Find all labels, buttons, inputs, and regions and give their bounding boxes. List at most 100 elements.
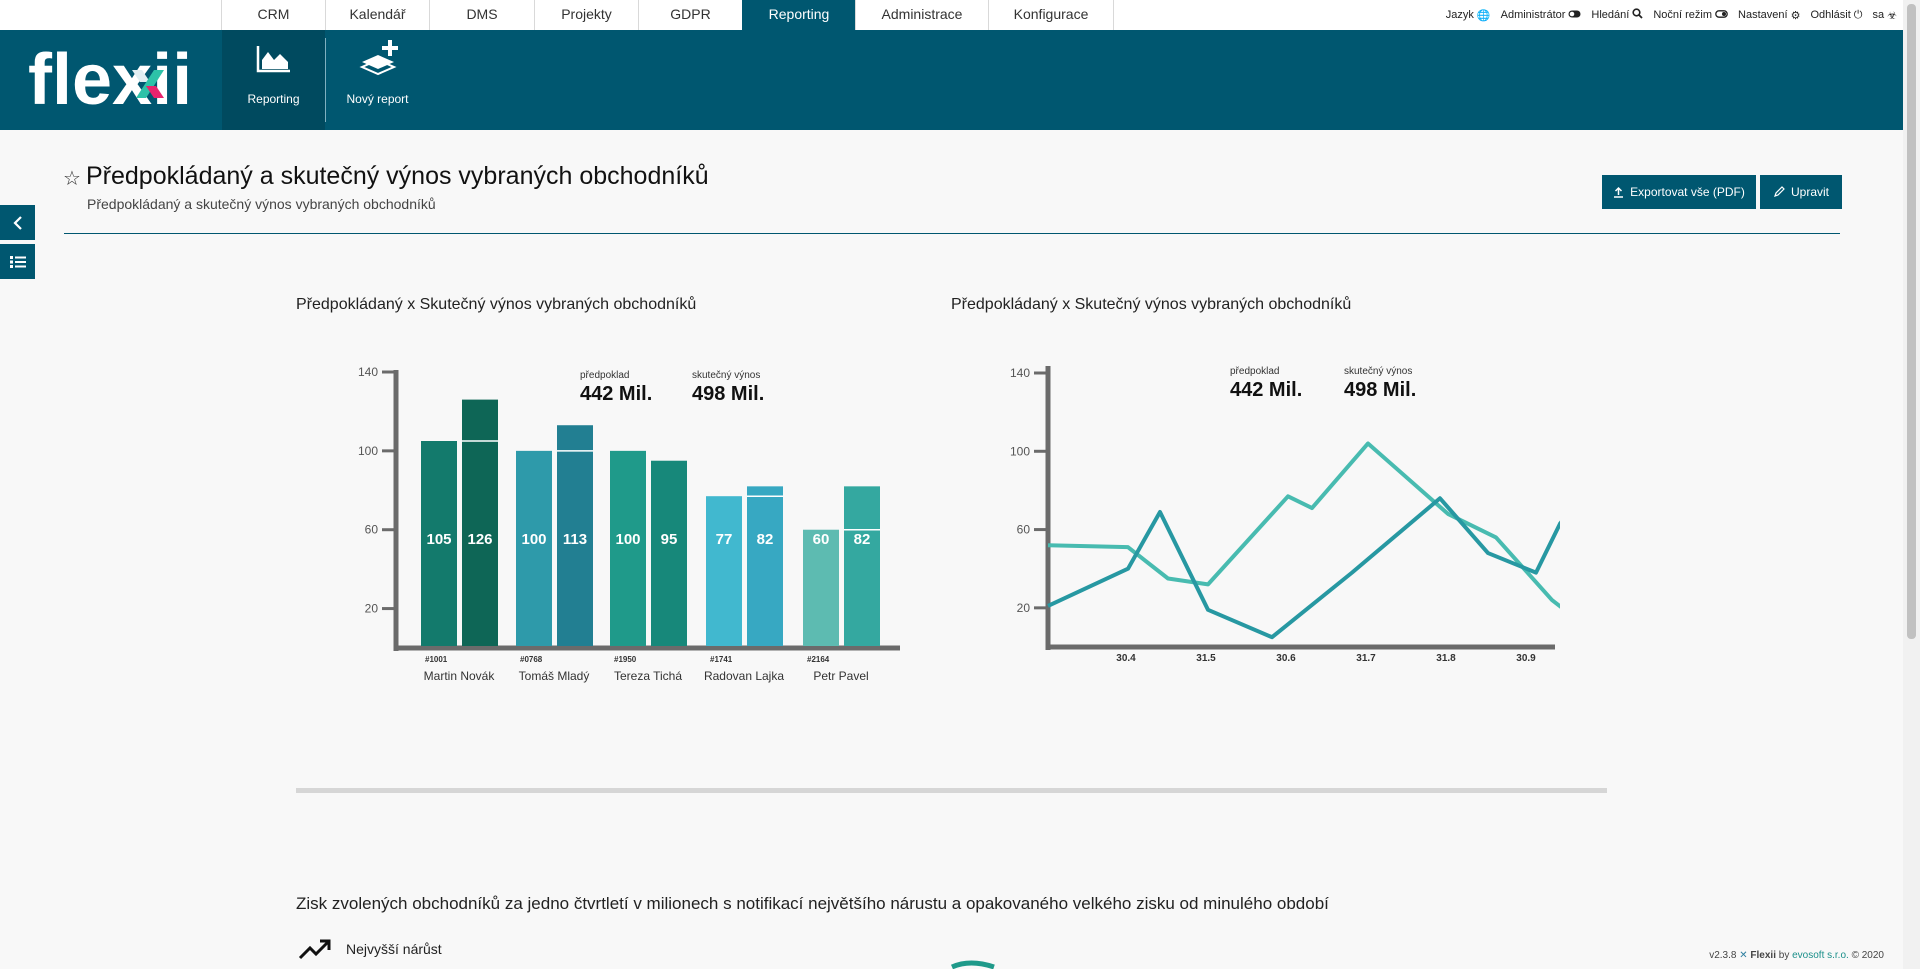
tab-gdpr[interactable]: GDPR [638,0,742,30]
tab-dms[interactable]: DMS [429,0,534,30]
power-icon: ⏻ [1853,8,1863,21]
user-label: Administrátor [1500,9,1566,21]
line-x-tick-label: 31.7 [1356,653,1376,664]
upload-icon [1614,186,1624,198]
language-menu[interactable]: Jazyk 🌐 [1446,9,1491,22]
bar-category-label: Tomáš Mladý [519,669,590,683]
toggle-off-icon [1715,9,1728,21]
line-annotation-label: skutečný výnos [1344,366,1412,377]
edit-label: Upravit [1790,185,1829,199]
line-y-tick-label: 100 [1010,444,1030,458]
series-line [1047,441,1560,609]
line-annotation-value: 442 Mil. [1230,379,1302,401]
user-menu[interactable]: Administrátor [1501,9,1582,21]
tab-projekty[interactable]: Projekty [534,0,638,30]
bar-category-id: #1950 [614,655,637,664]
settings-label: Nastavení [1738,9,1788,21]
bar-chart: 140 100 60 20 105 126 #1001 Martin Novák 100 113 #… [358,365,900,683]
night-mode-toggle[interactable]: Noční režim [1653,9,1728,21]
bar [516,450,552,646]
line-chart-title: Předpokládaný x Skutečný výnos vybraných… [951,296,1352,313]
line-x-tick-label: 30.6 [1276,653,1296,664]
bar-value-label: 113 [563,531,587,548]
bar-y-tick-label: 60 [365,523,379,537]
collapse-sidebar-button[interactable] [0,205,35,240]
bar-annotation-value: 498 Mil. [692,383,764,405]
line-y-tick-label: 60 [1017,523,1031,537]
logout-label: Odhlásit [1810,9,1851,21]
bar-category-label: Petr Pavel [813,669,868,683]
language-label: Jazyk [1445,9,1474,21]
next-chart-fragment [950,960,995,969]
line-y-tick-label: 20 [1017,601,1031,615]
toggle-icon [1568,9,1581,21]
tab-kalendar[interactable]: Kalendář [325,0,429,30]
bar-category-label: Tereza Tichá [614,669,682,683]
bar [844,486,880,646]
bar-category-id: #0768 [520,655,543,664]
bar [610,450,646,646]
section-divider [296,788,1607,793]
bar-annotation-label: skutečný výnos [692,370,760,381]
page-subtitle: Předpokládaný a skutečný výnos vybraných… [87,196,436,212]
area-chart-icon [256,46,290,73]
reporting-button[interactable]: Reporting [222,30,325,130]
bar-value-label: 60 [813,531,830,548]
search-menu[interactable]: Hledání [1591,8,1643,22]
highest-growth-indicator: Nejvyšší nárůst [298,938,442,960]
band-separator [325,38,326,122]
line-annotation-value: 498 Mil. [1344,379,1416,401]
section-title: Zisk zvolených obchodníků za jedno čtvrt… [296,894,1329,913]
main-tabs: CRM Kalendář DMS Projekty GDPR Reporting… [221,0,1114,30]
line-x-tick-label: 31.5 [1196,653,1216,664]
tab-crm[interactable]: CRM [221,0,325,30]
tab-administrace[interactable]: Administrace [855,0,988,30]
bar-category-id: #1741 [710,655,733,664]
scrollbar[interactable] [1903,0,1920,969]
favorite-star-icon[interactable]: ☆ [63,168,81,190]
export-label: Exportovat vše (PDF) [1630,185,1745,199]
scrollbar-thumb[interactable] [1907,4,1916,639]
flexii-logo[interactable]: flexii [28,40,200,120]
user-short[interactable]: sa ☣ [1873,9,1898,22]
search-label: Hledání [1591,9,1630,21]
edit-button[interactable]: Upravit [1760,175,1842,209]
bar-value-label: 100 [521,531,546,548]
bar-annotation-label: předpoklad [580,370,629,381]
header-divider [64,233,1840,234]
bar [747,486,783,646]
user-short-label: sa [1872,9,1885,21]
list-view-button[interactable] [0,244,35,279]
bar-category-label: Radovan Lajka [704,669,784,683]
utility-bar: Jazyk 🌐 Administrátor Hledání Noční režim… [1436,0,1897,30]
biohazard-icon: ☣ [1887,9,1897,22]
page-title: Předpokládaný a skutečný výnos vybraných… [86,162,709,190]
bar-category-id: #2164 [807,655,830,664]
company-link[interactable]: evosoft s.r.o. [1792,950,1849,961]
new-report-button[interactable]: Nový report [330,30,425,130]
gear-icon: ⚙ [1790,9,1801,22]
new-report-label: Nový report [346,92,409,106]
logo-text: flexii [28,46,192,116]
search-icon [1632,8,1643,22]
settings-menu[interactable]: Nastavení ⚙ [1738,9,1800,22]
new-report-layers-icon [359,40,398,76]
tab-reporting[interactable]: Reporting [742,0,855,30]
line-x-tick-label: 31.8 [1436,653,1456,664]
line-chart: 140 100 60 20 30.4 31.5 30.6 31.7 31.8 30.9 předpo… [1010,366,1560,664]
line-x-tick-label: 30.4 [1116,653,1136,664]
bar-value-label: 82 [757,531,774,548]
bar-value-label: 105 [426,531,451,548]
tab-konfigurace[interactable]: Konfigurace [988,0,1114,30]
by-label: by [1778,950,1790,961]
product-label: Flexii [1750,950,1776,961]
logout-button[interactable]: Odhlásit ⏻ [1810,9,1862,22]
export-pdf-button[interactable]: Exportovat vše (PDF) [1602,175,1756,209]
bar [462,399,498,646]
flexii-mark-icon: ✕ [1739,950,1748,961]
copyright-label: © 2020 [1851,950,1884,961]
top-navigation: CRM Kalendář DMS Projekty GDPR Reporting… [0,0,1903,30]
logo-x-stroke-teal [136,70,164,98]
version-label: v2.3.8 [1709,950,1737,961]
bar [421,441,457,646]
